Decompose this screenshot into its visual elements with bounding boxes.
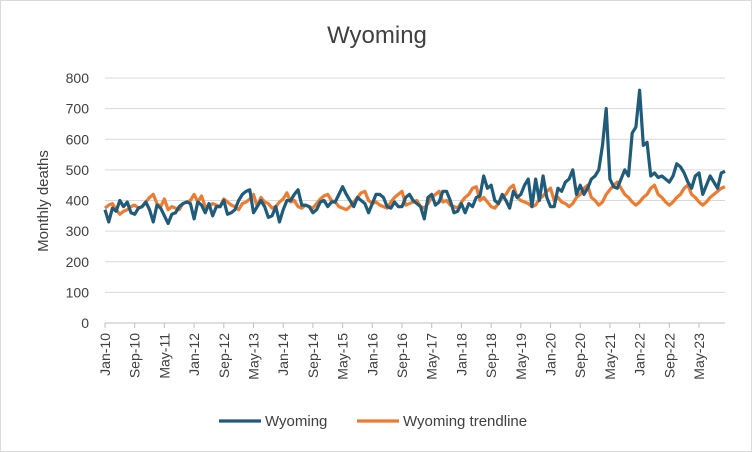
legend-label: Wyoming trendline [403,413,527,430]
y-tick-label: 500 [66,162,90,178]
chart-title: Wyoming [327,22,427,49]
x-tick-label: May-19 [513,333,529,380]
x-tick-label: May-17 [424,333,440,380]
x-tick-label: May-23 [691,333,707,380]
legend: Wyoming Wyoming trendline [219,413,527,430]
x-tick-label: Jan-10 [97,333,113,376]
x-tick-label: Jan-12 [186,333,202,376]
x-tick-label: Jan-22 [632,333,648,376]
x-tick-label: Jan-16 [364,333,380,376]
y-axis-ticks: 0 100 200 300 400 500 600 700 800 [66,70,90,331]
x-tick-label: Sep-18 [483,333,499,378]
x-tick-label: Jan-18 [453,333,469,376]
x-tick-label: Sep-16 [394,333,410,378]
x-axis-ticks: Jan-10 Sep-10 May-11 Jan-12 Sep-12 May-13 Jan-… [97,323,707,380]
y-tick-label: 300 [66,223,90,239]
x-tick-label: Sep-10 [127,333,143,378]
x-tick-label: Jan-20 [543,333,559,376]
x-tick-label: Jan-14 [275,333,291,376]
x-tick-label: Sep-14 [305,333,321,378]
x-tick-label: May-21 [602,333,618,380]
x-tick-label: May-13 [246,333,262,380]
y-axis-label: Monthly deaths [35,150,52,252]
series-lines [103,88,726,226]
x-tick-label: Sep-22 [661,333,677,378]
y-tick-label: 600 [66,131,90,147]
y-tick-label: 700 [66,101,90,117]
legend-label: Wyoming [265,413,327,430]
y-tick-label: 100 [66,284,90,300]
x-tick-label: Sep-20 [572,333,588,378]
x-tick-label: Sep-12 [216,333,232,378]
series-line-wyoming [103,88,726,226]
x-tick-label: May-15 [335,333,351,380]
y-tick-label: 800 [66,70,90,86]
y-tick-label: 0 [81,315,89,331]
series-line-wyoming-trendline [103,180,726,216]
y-tick-label: 400 [66,193,90,209]
y-tick-label: 200 [66,254,90,270]
x-tick-label: May-11 [156,333,172,379]
